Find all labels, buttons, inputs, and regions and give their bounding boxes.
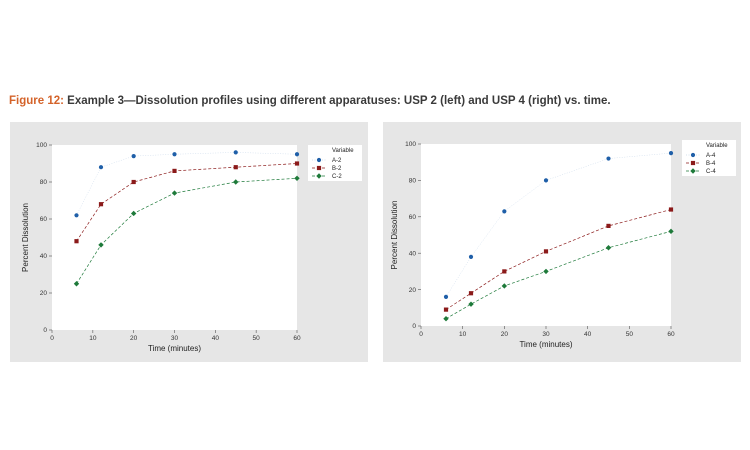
left-x-axis-title: Time (minutes) [148, 344, 201, 353]
right-data-point-B-4 [468, 291, 474, 296]
right-data-point-A-4 [668, 151, 674, 156]
left-legend-label-B-2: B-2 [332, 166, 342, 172]
left-y-tick-label: 60 [40, 216, 48, 223]
left-data-point-A-2 [294, 152, 300, 157]
right-x-tick-label: 20 [501, 331, 509, 338]
right-legend-title: Variable [706, 143, 728, 149]
left-data-point-A-2 [233, 150, 238, 155]
left-data-point-C-2 [294, 175, 300, 181]
left-legend-title: Variable [332, 148, 354, 154]
right-data-point-B-4 [443, 307, 449, 312]
right-data-point-A-4 [502, 209, 507, 214]
left-data-point-A-2 [98, 165, 104, 170]
left-legend-marker-B-2 [316, 165, 322, 171]
left-data-point-A-2 [74, 213, 79, 218]
right-data-point-C-4 [668, 228, 674, 235]
left-series-line-A-2 [76, 152, 298, 216]
left-series-line-B-2 [76, 163, 298, 242]
right-y-tick-label: 40 [409, 250, 417, 257]
right-legend-marker-B-4 [690, 160, 696, 166]
left-y-tick-label: 20 [40, 290, 48, 297]
left-data-point-B-2 [294, 161, 300, 166]
chart-panel-left: 0 20 40 60 80 100 0 10 20 30 40 50 60 Time (minutes) P… [10, 122, 368, 362]
right-data-point-B-4 [668, 207, 674, 212]
left-x-tick-label: 40 [212, 335, 220, 342]
left-legend-box [308, 145, 362, 181]
right-y-axis-title: Percent Dissolution [390, 201, 399, 270]
left-y-tick-label: 40 [40, 253, 48, 260]
right-data-point-B-4 [606, 223, 611, 228]
left-data-point-B-2 [233, 165, 238, 170]
right-x-tick-label: 30 [542, 331, 550, 338]
right-data-point-B-4 [543, 249, 549, 254]
right-legend-box [682, 140, 736, 176]
left-x-tick-label: 0 [50, 335, 54, 342]
left-legend-label-A-2: A-2 [332, 158, 342, 164]
left-data-point-C-2 [98, 242, 104, 248]
left-data-point-A-2 [131, 154, 136, 159]
right-legend: Variable A-4 B-4 C-4 [682, 140, 736, 176]
left-data-point-C-2 [171, 190, 178, 196]
chart-right-svg: 0 20 40 60 80 100 0 10 20 30 40 50 60 Time (minutes) P… [390, 140, 736, 349]
left-data-point-A-2 [172, 152, 177, 157]
right-y-tick-label: 100 [405, 141, 416, 148]
right-data-point-A-4 [543, 178, 549, 183]
left-y-tick-label: 100 [36, 142, 47, 149]
right-legend-marker-C-4 [690, 168, 696, 174]
left-x-tick-label: 20 [130, 335, 138, 342]
left-data-point-C-2 [233, 179, 239, 185]
figure-label: Figure 12: [9, 95, 64, 107]
left-data-point-B-2 [172, 168, 177, 173]
right-data-point-C-4 [501, 283, 508, 289]
right-y-tick-label: 80 [409, 178, 417, 185]
right-data-point-A-4 [606, 156, 611, 161]
left-data-point-B-2 [74, 239, 79, 244]
left-plot-area [52, 145, 297, 330]
right-data-point-A-4 [443, 294, 449, 299]
left-legend-marker-A-2 [316, 157, 322, 163]
left-data-point-B-2 [131, 179, 136, 185]
right-x-axis-title: Time (minutes) [519, 340, 572, 349]
right-series-line-B-4 [445, 209, 672, 310]
figure-caption-text: Example 3—Dissolution profiles using dif… [63, 95, 611, 107]
right-legend-marker-A-4 [690, 152, 696, 158]
right-legend-label-A-4: A-4 [706, 153, 716, 159]
left-data-point-C-2 [73, 281, 80, 287]
right-x-tick-label: 0 [419, 331, 423, 338]
right-x-tick-label: 50 [626, 331, 634, 338]
right-data-point-C-4 [605, 245, 612, 251]
left-y-tick-label: 80 [40, 179, 48, 186]
chart-panel-right: 0 20 40 60 80 100 0 10 20 30 40 50 60 Time (minutes) P… [383, 122, 741, 362]
right-x-tick-label: 10 [459, 331, 467, 338]
right-legend-label-B-4: B-4 [706, 161, 716, 167]
left-y-tick-label: 0 [43, 327, 47, 334]
right-legend-label-C-4: C-4 [706, 169, 716, 175]
left-x-tick-label: 50 [253, 335, 261, 342]
right-x-tick-label: 40 [584, 331, 592, 338]
left-x-tick-label: 10 [89, 335, 97, 342]
left-legend-label-C-2: C-2 [332, 174, 342, 180]
right-plot-area [421, 144, 671, 326]
right-y-tick-label: 20 [409, 287, 417, 294]
right-data-point-B-4 [502, 269, 507, 274]
left-data-point-B-2 [98, 202, 104, 207]
right-x-tick-label: 60 [667, 331, 675, 338]
right-data-point-C-4 [543, 268, 549, 275]
left-data-point-C-2 [130, 210, 137, 217]
right-y-tick-label: 0 [412, 323, 416, 330]
left-y-axis-title: Percent Dissolution [21, 203, 30, 272]
figure-caption: Figure 12: Example 3—Dissolution profile… [9, 95, 611, 107]
right-data-point-A-4 [468, 254, 474, 259]
left-x-tick-label: 60 [293, 335, 301, 342]
right-y-tick-label: 60 [409, 214, 417, 221]
left-x-tick-label: 30 [171, 335, 179, 342]
chart-left-svg: 0 20 40 60 80 100 0 10 20 30 40 50 60 Time (minutes) P… [21, 142, 362, 353]
left-legend: Variable A-2 B-2 C-2 [308, 145, 362, 181]
